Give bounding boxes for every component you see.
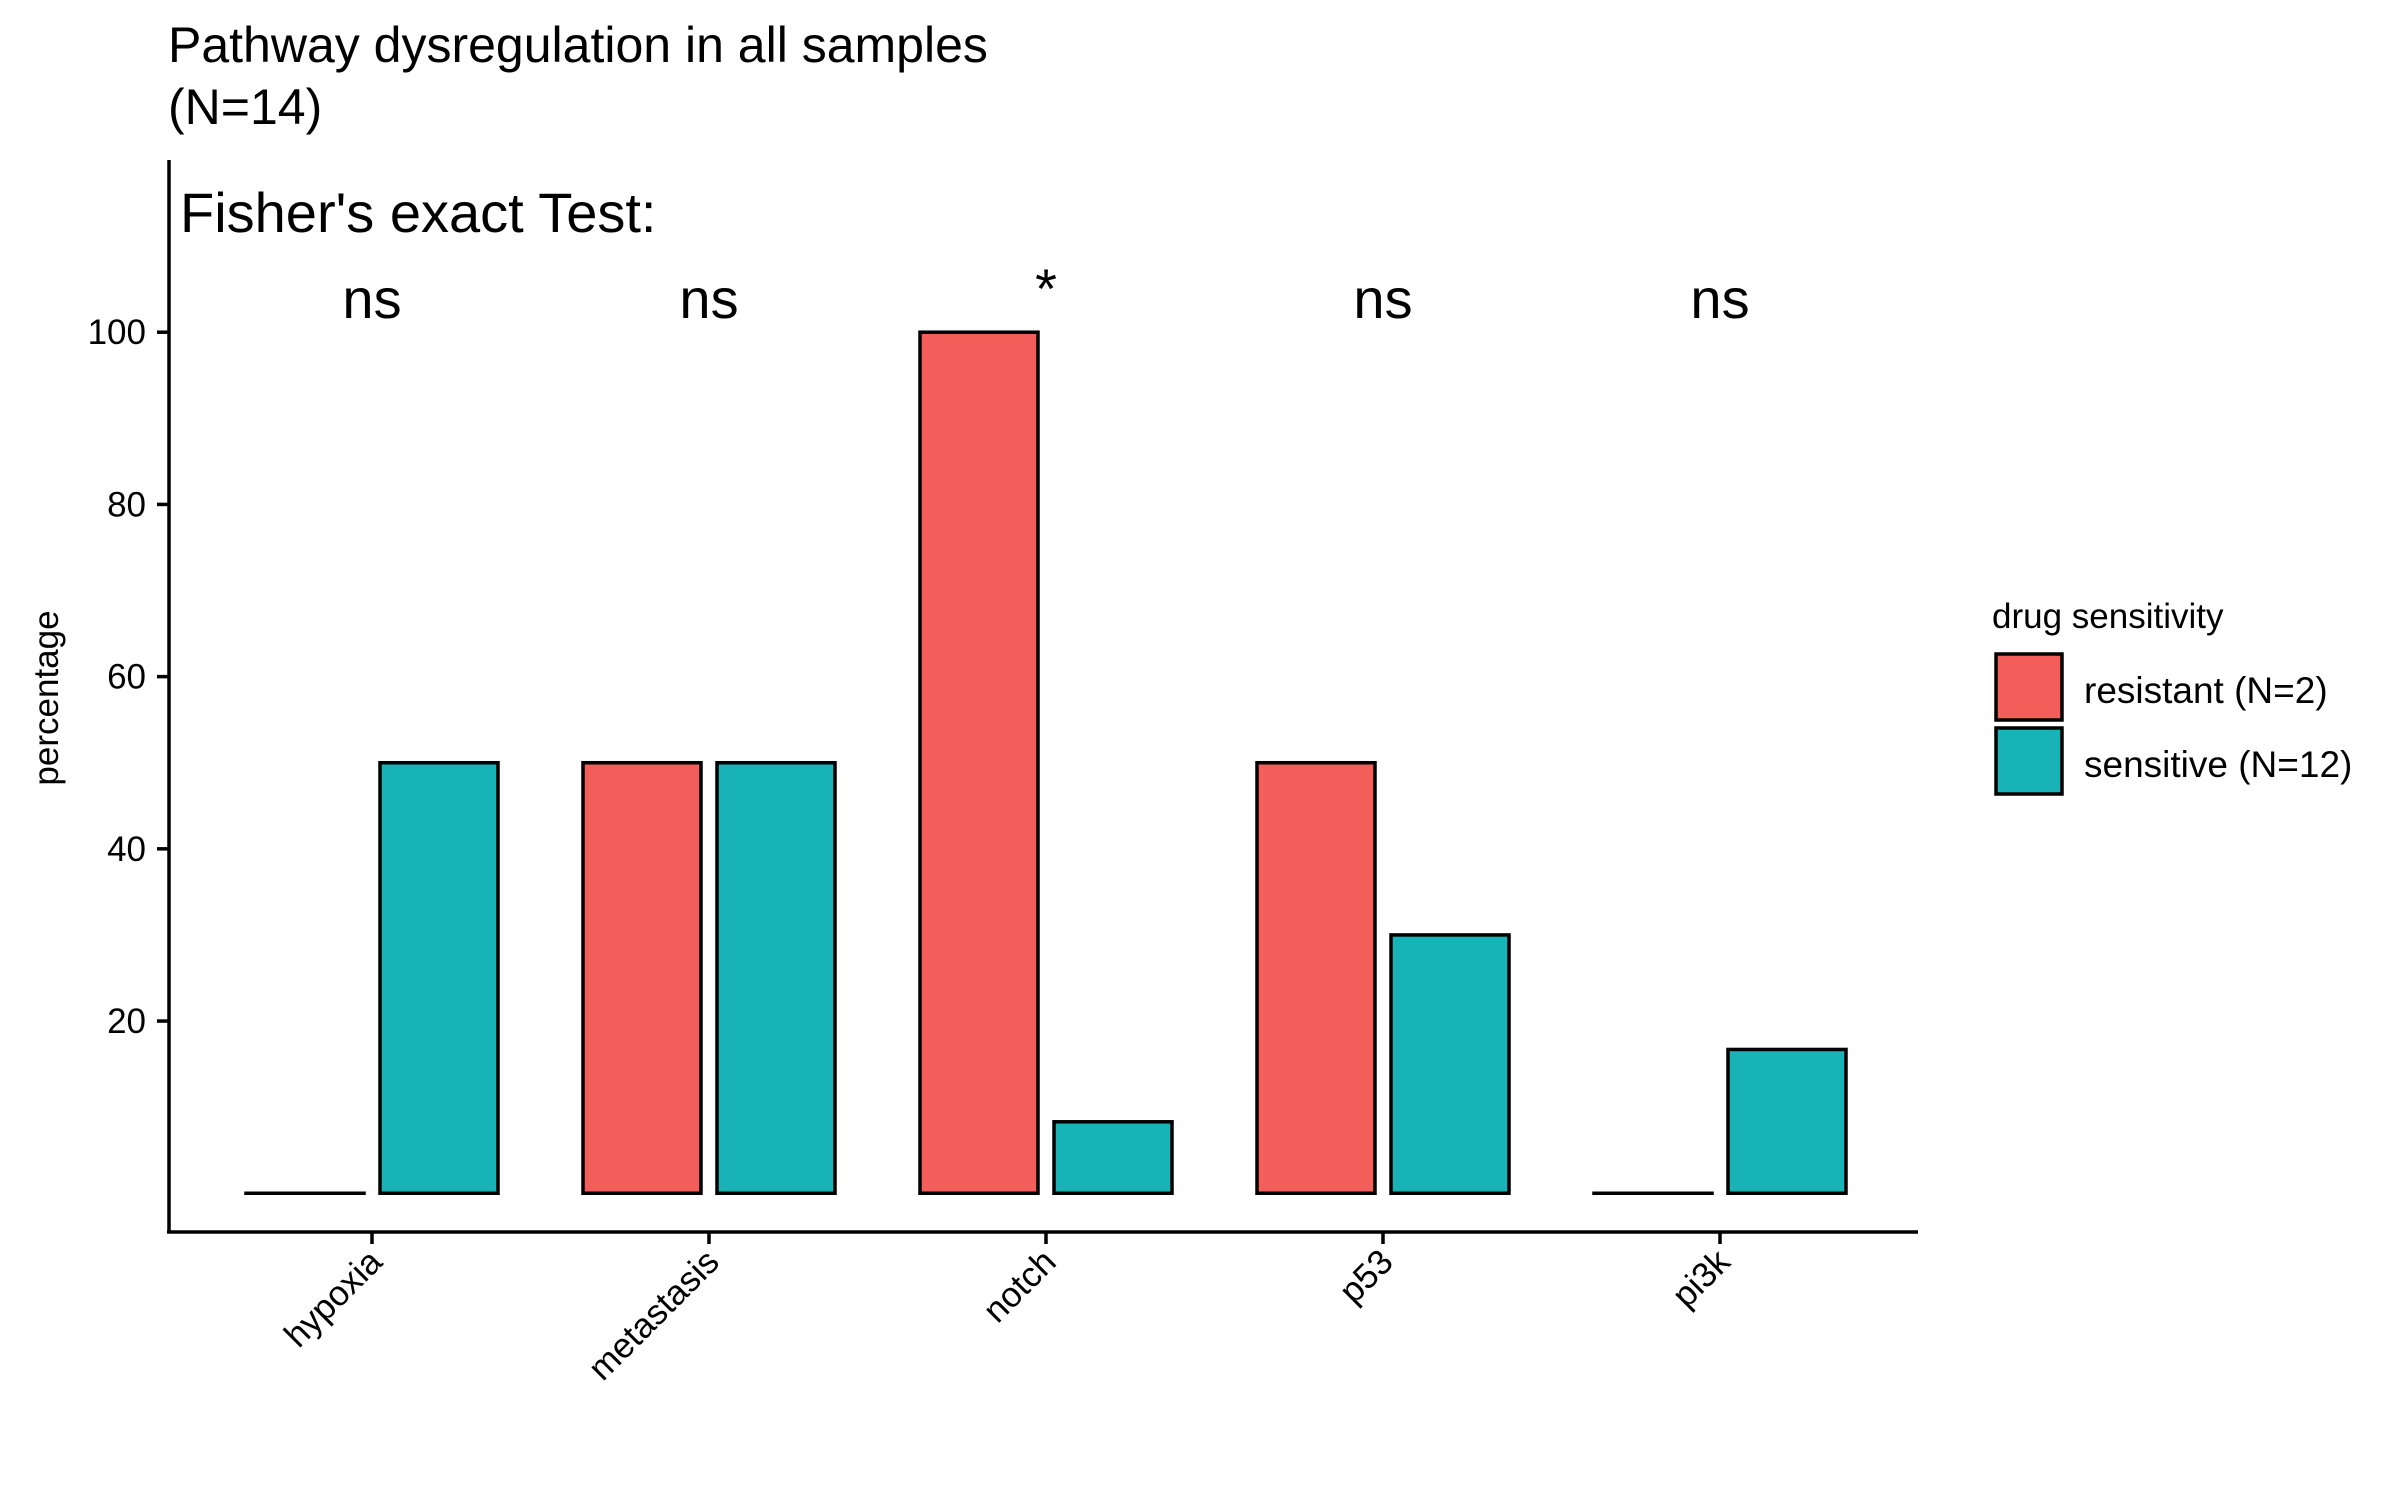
y-tick-label-60: 60	[107, 658, 146, 697]
bar-p53-sensitive	[1389, 933, 1511, 1196]
fisher-test-annotation: Fisher's exact Test:	[180, 181, 657, 244]
bar-notch-sensitive	[1052, 1120, 1174, 1196]
significance-labels: ns ns * ns ns	[342, 257, 1749, 330]
bar-metastasis-sensitive	[715, 760, 837, 1196]
chart-title-line2: (N=14)	[168, 79, 322, 135]
significance-label-notch: *	[1035, 257, 1057, 320]
legend-title: drug sensitivity	[1992, 597, 2224, 636]
legend-label-sensitive: sensitive (N=12)	[2084, 744, 2352, 785]
x-tick-label-p53: p53	[1332, 1242, 1401, 1311]
significance-label-metastasis: ns	[679, 267, 738, 330]
x-tick-label-pi3k: pi3k	[1665, 1242, 1738, 1315]
legend: drug sensitivity resistant (N=2) sensiti…	[1992, 597, 2352, 796]
x-tick-label-metastasis: metastasis	[581, 1242, 727, 1388]
bar-pi3k-sensitive	[1726, 1047, 1848, 1196]
bar-metastasis-resistant	[581, 760, 703, 1196]
y-axis-title: percentage	[27, 610, 66, 785]
y-tick-label-20: 20	[107, 1002, 146, 1041]
significance-label-p53: ns	[1353, 267, 1412, 330]
x-tick-label-notch: notch	[976, 1242, 1064, 1330]
chart-title-line1: Pathway dysregulation in all samples	[168, 17, 988, 73]
legend-label-resistant: resistant (N=2)	[2084, 670, 2328, 711]
x-axis-ticks: hypoxia metastasis notch p53 pi3k	[277, 1232, 1738, 1388]
bar-hypoxia-sensitive	[378, 760, 500, 1196]
x-tick-label-hypoxia: hypoxia	[277, 1242, 390, 1355]
significance-label-hypoxia: ns	[342, 267, 401, 330]
y-axis-ticks: 20 40 60 80 100	[88, 313, 169, 1041]
bars-layer	[244, 330, 1848, 1196]
y-tick-label-80: 80	[107, 485, 146, 524]
bar-p53-resistant	[1255, 760, 1377, 1196]
y-tick-label-40: 40	[107, 830, 146, 869]
significance-label-pi3k: ns	[1690, 267, 1749, 330]
legend-swatch-sensitive	[1994, 726, 2064, 796]
bar-notch-resistant	[918, 330, 1040, 1196]
legend-swatch-resistant	[1994, 652, 2064, 722]
y-tick-label-100: 100	[88, 313, 146, 352]
